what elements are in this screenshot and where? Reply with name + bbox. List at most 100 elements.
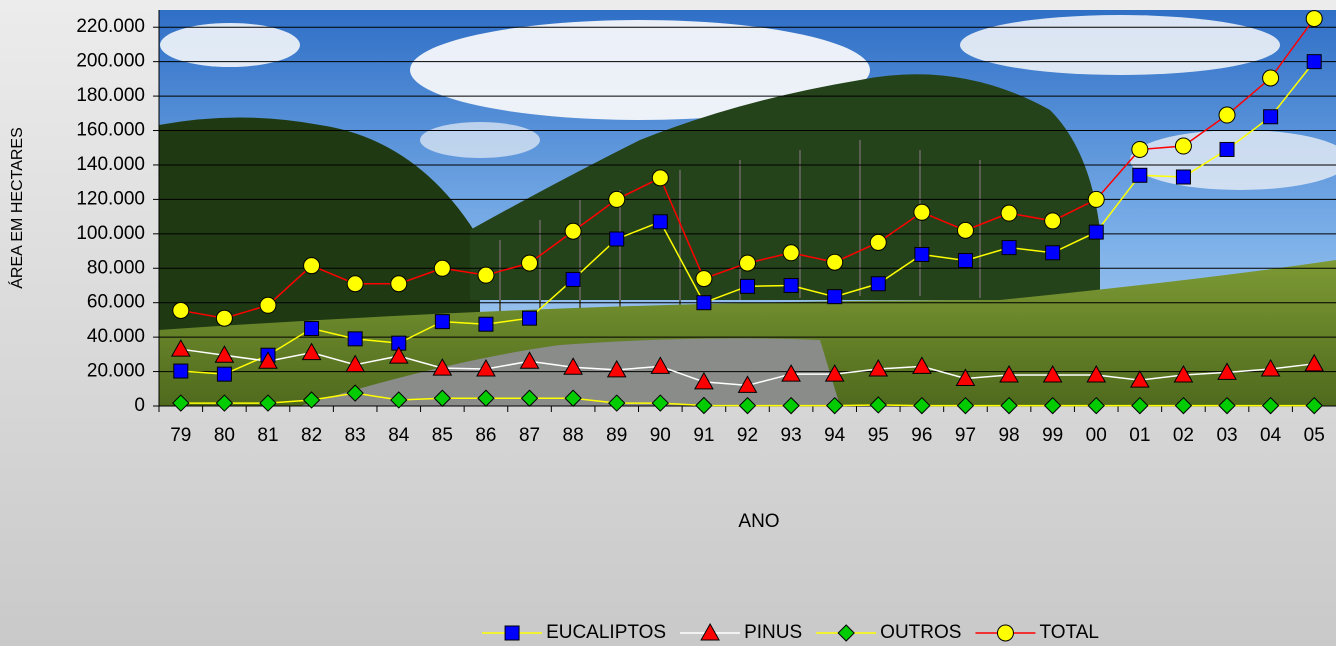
- y-tick-label: 0: [134, 395, 145, 416]
- y-tick-label: 200.000: [76, 51, 145, 72]
- data-point: [347, 331, 363, 347]
- x-tick-label: 90: [650, 425, 671, 446]
- x-tick-label: 99: [1042, 425, 1063, 446]
- data-point: [609, 231, 625, 247]
- data-point: [259, 296, 277, 314]
- data-point: [390, 275, 408, 293]
- data-point: [519, 351, 540, 369]
- data-point: [1175, 169, 1191, 185]
- data-point: [696, 295, 712, 311]
- legend-item: PINUS: [680, 622, 802, 643]
- data-point: [521, 254, 539, 272]
- legend-label: EUCALIPTOS: [546, 622, 666, 643]
- legend-marker: [996, 624, 1014, 642]
- data-point: [433, 389, 452, 407]
- data-point: [1001, 240, 1017, 256]
- x-tick-label: 96: [911, 425, 932, 446]
- data-point: [914, 246, 930, 262]
- y-tick-label: 100.000: [76, 223, 145, 244]
- plot-photo: [159, 10, 1336, 406]
- y-tick-label: 160.000: [76, 120, 145, 141]
- y-tick-label: 220.000: [76, 16, 145, 37]
- data-point: [695, 270, 713, 288]
- y-tick-label: 40.000: [87, 326, 145, 347]
- data-point: [259, 394, 277, 412]
- data-point: [1088, 224, 1104, 240]
- data-point: [1087, 396, 1105, 415]
- x-tick-label: 91: [693, 425, 714, 446]
- data-point: [477, 389, 495, 407]
- data-point: [346, 384, 364, 402]
- x-tick-label: 02: [1173, 425, 1194, 446]
- data-point: [390, 391, 408, 409]
- legend-item: TOTAL: [975, 622, 1099, 643]
- data-point: [782, 396, 800, 415]
- data-point: [955, 368, 976, 386]
- data-point: [781, 364, 801, 382]
- data-point: [694, 371, 714, 390]
- legend-item: EUCALIPTOS: [482, 622, 666, 643]
- legend-marker: [700, 622, 720, 641]
- legend-marker: [504, 625, 520, 641]
- data-point: [1260, 358, 1281, 377]
- legend-marker: [837, 624, 855, 642]
- legend-item: OUTROS: [816, 622, 961, 643]
- data-point: [1129, 370, 1150, 388]
- plot: 0 20.000 40.000 60.000 80.000 100.000 120.000 1…: [76, 10, 1336, 643]
- x-tick-label: 87: [519, 425, 540, 446]
- data-point: [520, 389, 539, 407]
- data-point: [1174, 137, 1192, 155]
- data-point: [304, 321, 320, 337]
- data-point: [303, 257, 321, 275]
- data-point: [172, 394, 190, 412]
- data-point: [216, 366, 232, 382]
- data-point: [1305, 396, 1323, 415]
- data-point: [564, 389, 582, 407]
- y-tick-label: 60.000: [87, 292, 145, 313]
- data-point: [650, 356, 671, 374]
- data-point: [1263, 109, 1279, 125]
- x-tick-label: 83: [345, 425, 366, 446]
- data-point: [827, 289, 843, 305]
- data-point: [1262, 69, 1280, 87]
- data-point: [740, 278, 755, 294]
- data-point: [301, 342, 322, 361]
- data-point: [563, 357, 583, 375]
- data-point: [346, 275, 364, 293]
- data-point: [651, 169, 669, 187]
- data-point: [564, 222, 582, 240]
- y-tick-label: 180.000: [76, 85, 145, 106]
- data-point: [1219, 141, 1235, 157]
- data-point: [826, 253, 844, 271]
- data-point: [1000, 396, 1018, 415]
- x-tick-label: 84: [388, 425, 410, 446]
- data-point: [1042, 364, 1063, 383]
- data-point: [170, 339, 191, 357]
- y-tick-label: 20.000: [87, 361, 145, 382]
- data-point: [913, 203, 931, 221]
- x-tick-label: 92: [737, 425, 758, 446]
- legend-label: TOTAL: [1039, 622, 1098, 643]
- data-point: [608, 190, 626, 208]
- data-point: [173, 363, 189, 379]
- x-axis-label: ANO: [738, 511, 779, 532]
- x-tick-label: 89: [606, 425, 627, 446]
- data-point: [869, 396, 887, 414]
- x-tick-label: 82: [301, 425, 322, 446]
- data-point: [913, 396, 931, 415]
- data-point: [825, 396, 844, 415]
- data-point: [1131, 140, 1149, 158]
- x-tick-label: 85: [432, 425, 453, 446]
- data-point: [782, 244, 800, 262]
- data-point: [737, 375, 758, 393]
- data-point: [215, 309, 233, 327]
- data-point: [957, 253, 973, 269]
- data-point: [522, 310, 538, 326]
- data-point: [432, 358, 453, 376]
- data-point: [956, 221, 974, 239]
- data-point: [868, 358, 889, 377]
- data-point: [1218, 106, 1236, 124]
- data-point: [956, 396, 975, 415]
- data-point: [302, 391, 321, 409]
